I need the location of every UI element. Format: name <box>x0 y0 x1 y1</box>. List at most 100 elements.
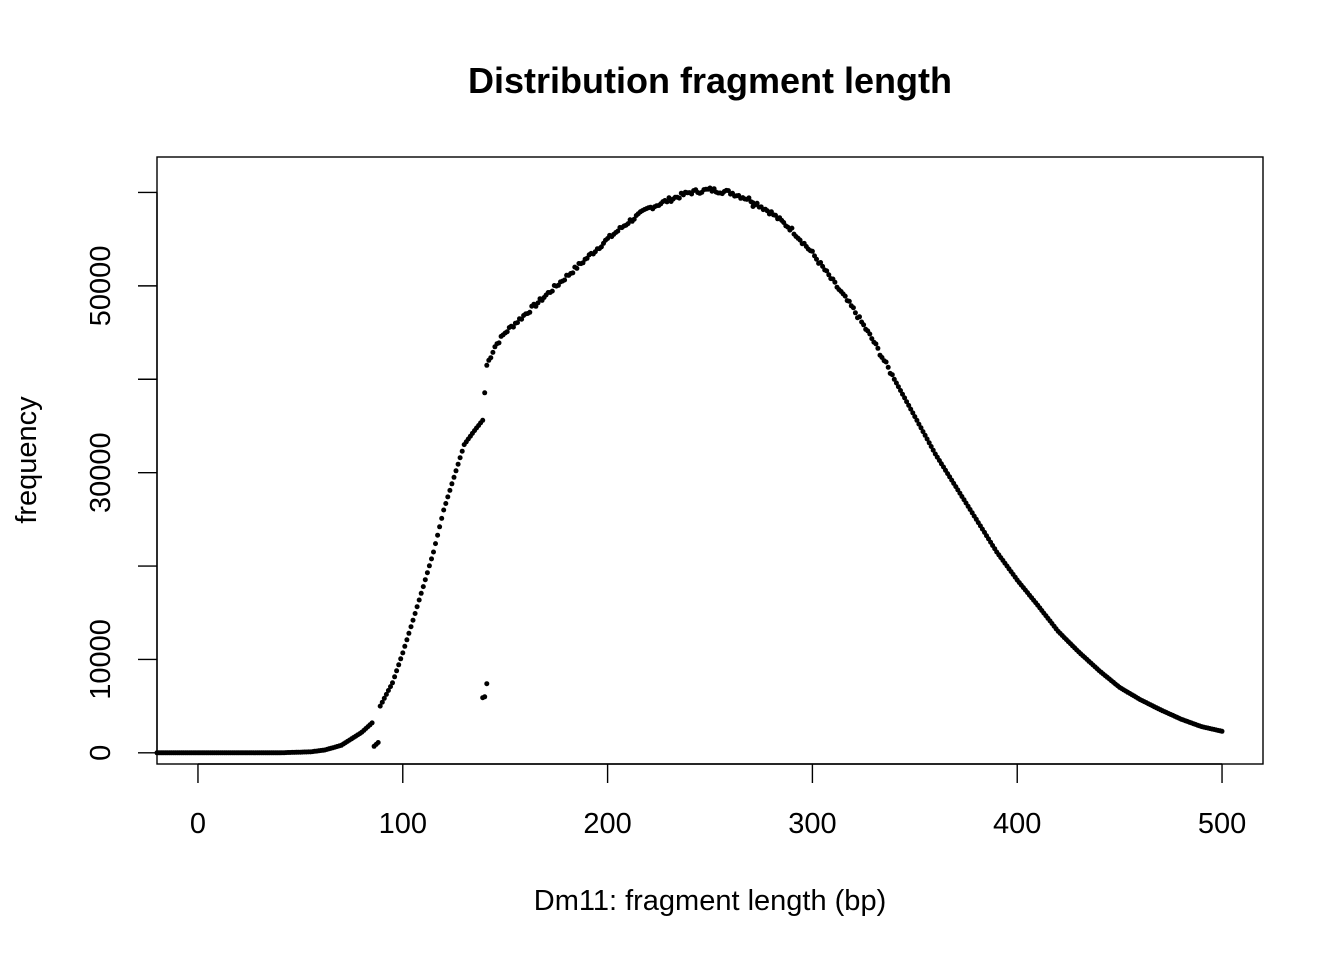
data-point <box>920 429 926 435</box>
x-axis: 0 100 200 300 400 500 <box>190 763 1246 840</box>
data-point <box>385 688 391 693</box>
data-point <box>930 447 936 453</box>
data-point <box>490 349 496 355</box>
data-point <box>420 584 426 590</box>
data-point <box>424 570 430 576</box>
x-axis-label: Dm11: fragment length (bp) <box>534 885 886 917</box>
data-point <box>861 322 867 328</box>
data-point <box>818 260 824 265</box>
data-point <box>895 384 901 390</box>
data-point <box>418 590 424 596</box>
x-tick-label: 400 <box>993 808 1041 840</box>
data-point <box>789 225 795 231</box>
data-point <box>750 204 756 209</box>
data-point <box>883 359 889 365</box>
data-point <box>394 668 400 674</box>
data-point <box>902 395 908 401</box>
data-point <box>459 448 465 454</box>
data-point <box>824 268 830 274</box>
y-tick-label: 50000 <box>85 246 117 327</box>
data-point <box>453 468 459 474</box>
data-point <box>893 380 899 386</box>
y-axis: 0 10000 30000 50000 <box>85 191 158 761</box>
data-point <box>889 372 895 378</box>
data-point <box>916 421 922 427</box>
x-tick-label: 0 <box>190 808 206 840</box>
data-point <box>451 474 457 480</box>
data-point <box>746 195 752 201</box>
data-point <box>455 461 461 467</box>
data-point <box>885 364 891 370</box>
data-point <box>908 406 914 412</box>
data-point <box>570 270 576 276</box>
data-point <box>408 624 414 630</box>
data-point <box>904 399 910 405</box>
data-point <box>480 417 486 423</box>
data-point <box>1219 728 1225 734</box>
data-point <box>400 650 406 656</box>
data-point <box>379 699 385 705</box>
data-point <box>918 425 924 431</box>
data-point <box>625 221 631 227</box>
data-point <box>676 195 682 201</box>
data-point <box>754 200 760 206</box>
y-tick-label: 30000 <box>85 432 117 513</box>
y-tick-label: 0 <box>85 745 117 761</box>
data-point <box>515 320 520 326</box>
x-tick-label: 300 <box>788 808 836 840</box>
data-point <box>439 515 445 521</box>
data-point <box>826 272 832 278</box>
data-point <box>496 340 502 346</box>
plot-frame <box>156 156 1264 765</box>
data-point <box>445 494 451 500</box>
data-point <box>924 436 930 442</box>
data-point <box>891 376 897 382</box>
data-point <box>484 681 490 687</box>
data-point <box>928 444 934 449</box>
data-point <box>398 656 404 662</box>
data-point <box>549 288 555 294</box>
data-point <box>383 691 389 697</box>
data-point <box>504 329 510 335</box>
data-point <box>850 305 856 311</box>
data-point <box>814 256 819 262</box>
data-point <box>562 277 568 283</box>
data-point <box>447 487 453 493</box>
data-point <box>852 310 858 316</box>
data-point <box>867 331 873 337</box>
data-point <box>912 414 918 420</box>
data-point <box>666 195 672 201</box>
data-point <box>857 314 862 320</box>
data-point <box>519 316 525 322</box>
chart-title: Distribution fragment length <box>468 60 952 101</box>
data-point <box>922 432 928 438</box>
y-tick-label: 10000 <box>85 619 117 700</box>
data-point <box>631 216 637 222</box>
data-point <box>410 617 416 623</box>
data-point <box>926 440 932 446</box>
data-point <box>914 417 920 423</box>
data-point <box>369 720 375 726</box>
data-points <box>154 185 1225 756</box>
x-tick-label: 500 <box>1198 808 1246 840</box>
data-point <box>390 680 395 686</box>
data-point <box>392 674 398 680</box>
data-point <box>396 662 402 668</box>
data-point <box>488 355 494 361</box>
data-point <box>846 298 852 304</box>
data-point <box>377 703 383 709</box>
data-point <box>404 637 410 643</box>
data-point <box>375 740 381 745</box>
data-point <box>898 388 903 393</box>
data-point <box>527 309 533 315</box>
data-point <box>381 695 387 701</box>
data-point <box>484 362 490 368</box>
data-point <box>441 507 447 513</box>
data-point <box>664 199 670 205</box>
data-point <box>842 293 848 299</box>
data-point <box>443 501 449 506</box>
data-point <box>900 391 905 397</box>
data-point <box>422 577 428 583</box>
data-point <box>402 643 408 649</box>
